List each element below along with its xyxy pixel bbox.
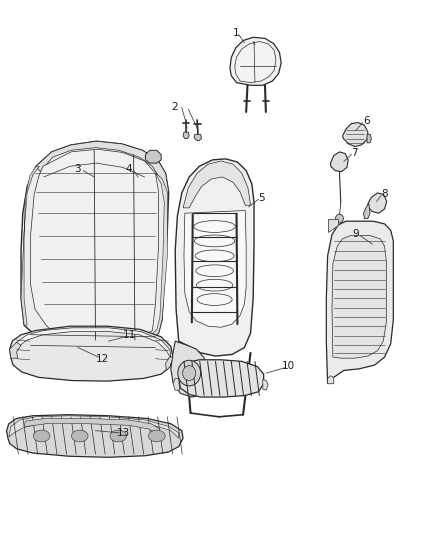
Polygon shape — [328, 219, 338, 232]
Text: 11: 11 — [123, 330, 136, 340]
Polygon shape — [31, 149, 159, 340]
Ellipse shape — [71, 430, 88, 442]
Text: 8: 8 — [381, 189, 388, 199]
Text: 13: 13 — [117, 428, 130, 438]
Polygon shape — [364, 204, 370, 219]
Ellipse shape — [110, 430, 127, 442]
Polygon shape — [171, 341, 208, 397]
Text: 7: 7 — [351, 148, 358, 158]
Polygon shape — [17, 328, 171, 358]
Polygon shape — [10, 326, 173, 381]
Text: 4: 4 — [126, 164, 133, 174]
Polygon shape — [36, 141, 169, 193]
Polygon shape — [21, 166, 39, 325]
Polygon shape — [367, 134, 371, 143]
Polygon shape — [145, 150, 161, 163]
Polygon shape — [179, 360, 264, 397]
Polygon shape — [368, 193, 387, 213]
Text: 10: 10 — [282, 361, 295, 371]
Polygon shape — [326, 221, 393, 384]
Text: 5: 5 — [258, 193, 265, 203]
Polygon shape — [230, 37, 281, 85]
Polygon shape — [263, 379, 268, 390]
Polygon shape — [175, 159, 254, 356]
Polygon shape — [173, 378, 180, 390]
Text: 1: 1 — [233, 28, 240, 38]
Polygon shape — [24, 418, 160, 434]
Ellipse shape — [33, 430, 50, 442]
Ellipse shape — [148, 430, 165, 442]
Polygon shape — [331, 152, 348, 172]
Polygon shape — [183, 132, 189, 139]
Ellipse shape — [336, 214, 343, 223]
Polygon shape — [194, 134, 201, 141]
Text: 2: 2 — [171, 102, 178, 111]
Ellipse shape — [183, 366, 196, 381]
Text: 6: 6 — [363, 116, 370, 126]
Polygon shape — [328, 376, 334, 384]
Polygon shape — [9, 416, 179, 438]
Polygon shape — [10, 342, 21, 358]
Polygon shape — [184, 211, 246, 327]
Polygon shape — [7, 415, 183, 457]
Polygon shape — [136, 173, 167, 345]
Text: 9: 9 — [352, 229, 359, 239]
Polygon shape — [166, 357, 173, 370]
Text: 12: 12 — [96, 354, 110, 364]
Polygon shape — [332, 236, 386, 358]
Polygon shape — [21, 141, 169, 346]
Polygon shape — [343, 123, 368, 147]
Text: 3: 3 — [74, 164, 81, 174]
Ellipse shape — [178, 360, 201, 386]
Polygon shape — [183, 161, 251, 208]
